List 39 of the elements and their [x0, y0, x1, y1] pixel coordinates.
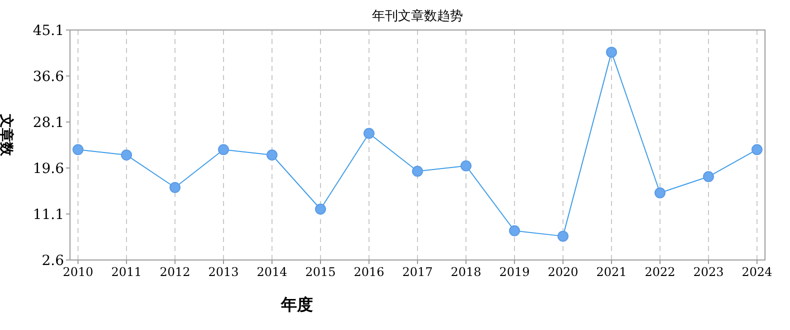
point [218, 144, 229, 156]
point [752, 144, 762, 156]
x-tick-label: 2024 [742, 265, 773, 279]
point [72, 144, 84, 156]
x-tick-label: 2016 [354, 265, 384, 279]
y-tick-label: 36.6 [32, 69, 64, 85]
point [170, 182, 180, 193]
point [606, 46, 617, 58]
chart-title: 年刊文章数趋势 [372, 9, 463, 24]
point [703, 171, 714, 182]
x-tick-label: 2010 [62, 265, 94, 279]
y-tick-label: 45.1 [32, 23, 64, 39]
y-axis-title: 文章数 [0, 113, 15, 157]
x-tick-label: 2023 [693, 265, 724, 279]
x-tick-label: 2019 [499, 265, 530, 279]
x-tick-label: 2014 [256, 265, 288, 279]
y-tick-label: 11.1 [32, 207, 64, 223]
x-tick-label: 2013 [208, 265, 239, 279]
point [121, 150, 132, 161]
point [266, 150, 278, 161]
x-tick-label: 2015 [305, 265, 336, 279]
x-tick-label: 2011 [111, 265, 142, 279]
x-tick-label: 2021 [596, 265, 627, 279]
point [460, 160, 472, 172]
y-tick-label: 28.1 [32, 115, 64, 131]
y-tick-label: 19.6 [32, 161, 64, 177]
x-tick-label: 2018 [450, 265, 482, 279]
x-tick-label: 2020 [548, 265, 578, 279]
point [509, 225, 520, 236]
x-tick-label: 2012 [160, 265, 190, 279]
x-axis-title: 年度 [280, 295, 313, 314]
y-tick-label: 2.6 [42, 253, 64, 269]
point [654, 187, 666, 198]
point [364, 128, 374, 139]
point [558, 230, 568, 242]
x-tick-label: 2017 [402, 265, 433, 279]
x-tick-label: 2022 [644, 265, 676, 279]
point [412, 166, 423, 177]
point [315, 204, 326, 215]
